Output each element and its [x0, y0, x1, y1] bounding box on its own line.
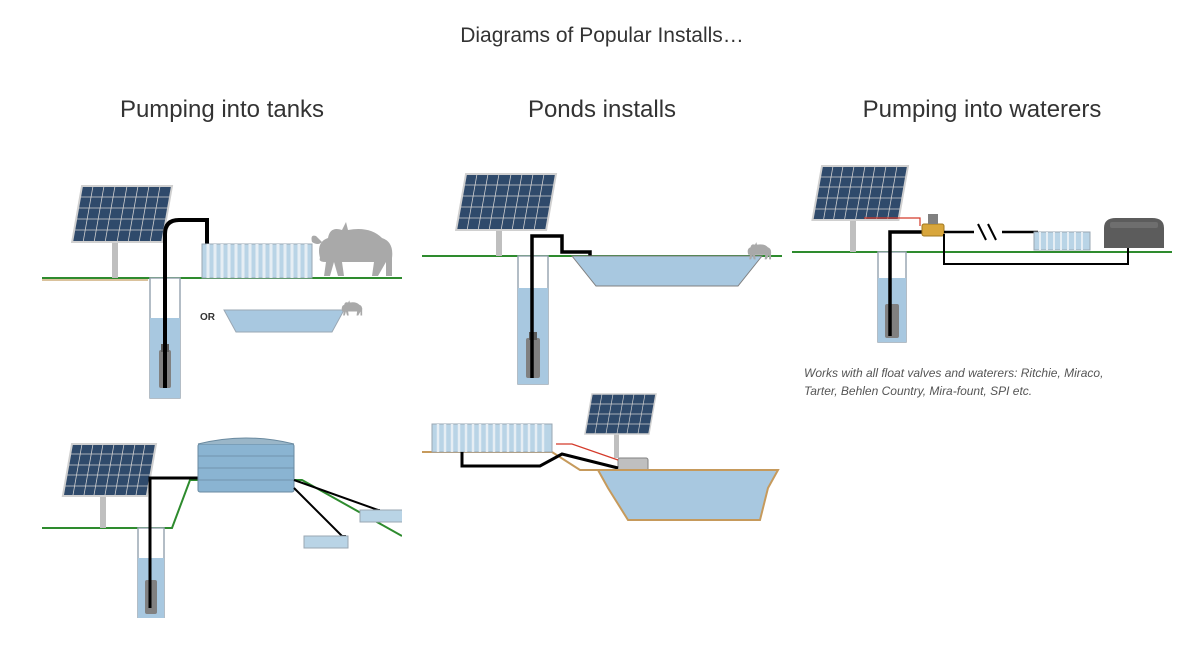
storage-tank-icon: [198, 438, 294, 492]
trough-icon: [304, 536, 348, 548]
solar-panel-icon: [63, 444, 156, 528]
pond-big-icon: [598, 470, 778, 520]
diagram-waterers: [792, 148, 1172, 348]
col-tanks: Pumping into tanks: [32, 96, 412, 618]
solar-panel-icon: [812, 166, 908, 252]
diagram-tanks-bottom: [32, 408, 412, 618]
solar-panel-icon: [585, 394, 656, 458]
feed-line-2: [294, 480, 380, 510]
well-icon: [878, 252, 906, 342]
pond-icon: [572, 256, 762, 286]
col-tanks-title: Pumping into tanks: [120, 96, 324, 124]
col-waterers-title: Pumping into waterers: [863, 96, 1102, 124]
waterers-note: Works with all float valves and waterers…: [792, 364, 1112, 400]
diagram-tanks-top: OR: [32, 148, 412, 408]
or-label: OR: [200, 312, 216, 323]
trough-icon: [360, 510, 402, 522]
page-title: Diagrams of Popular Installs…: [0, 0, 1204, 48]
diagram-ponds-top: [412, 148, 792, 388]
col-ponds-title: Ponds installs: [528, 96, 676, 124]
col-waterers: Pumping into waterers: [792, 96, 1172, 618]
trough-icon: [1034, 232, 1090, 250]
float-valve-icon: [922, 214, 944, 236]
wire-icon: [556, 444, 618, 460]
pond-small-icon: [224, 310, 344, 332]
cow-small-icon: [342, 300, 363, 315]
stock-tank-icon: [202, 244, 312, 278]
waterer-icon: [1104, 218, 1164, 248]
line-break-icon: [978, 224, 996, 240]
pipe-icon: [462, 452, 618, 468]
dam-tank-icon: [432, 424, 552, 452]
diagram-ponds-bottom: [412, 388, 792, 558]
solar-panel-icon: [456, 174, 556, 256]
diagram-columns: Pumping into tanks: [0, 96, 1204, 618]
solar-panel-icon: [72, 186, 172, 278]
pump-icon: [885, 304, 899, 338]
col-ponds: Ponds installs: [412, 96, 792, 618]
cow-icon: [312, 222, 393, 276]
